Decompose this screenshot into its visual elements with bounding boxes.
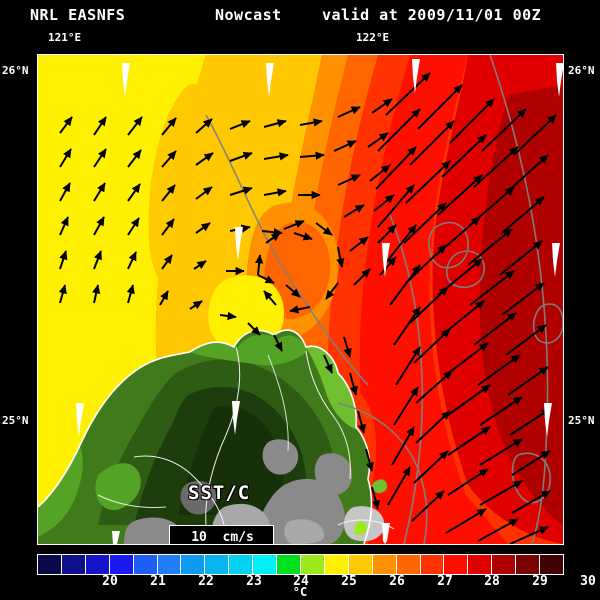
colorbar-swatch: [372, 555, 397, 574]
colorbar-swatch: [492, 555, 517, 574]
lon-tick-121e: 121°E: [48, 31, 82, 44]
colorbar-tick: 29: [532, 574, 548, 589]
colorbar-swatch: [300, 555, 325, 574]
colorbar-tick: 27: [437, 574, 453, 589]
colorbar-swatch: [205, 555, 230, 574]
valid-time-label: valid at 2009/11/01 00Z: [322, 6, 542, 24]
colorbar-swatch: [181, 555, 206, 574]
colorbar-swatch: [516, 555, 541, 574]
colorbar-swatch: [444, 555, 469, 574]
colorbar-swatch: [468, 555, 493, 574]
colorbar-swatch: [157, 555, 182, 574]
colorbar-swatch: [133, 555, 158, 574]
product-type-label: Nowcast: [215, 6, 282, 24]
colorbar-tick: 23: [246, 574, 262, 589]
colorbar-tick: 28: [484, 574, 500, 589]
sst-current-map: [38, 55, 563, 544]
colorbar-swatch: [38, 555, 62, 574]
colorbar-swatch: [324, 555, 349, 574]
colorbar-tick: 25: [341, 574, 357, 589]
colorbar-swatch: [348, 555, 373, 574]
lat-tick-25n-left: 25°N: [2, 414, 29, 427]
colorbar-swatch: [109, 555, 134, 574]
colorbar-swatch: [85, 555, 110, 574]
colorbar-unit-label: °C: [292, 585, 308, 599]
colorbar-swatch: [61, 555, 86, 574]
colorbar-tick: 20: [102, 574, 118, 589]
colorbar-tick: 22: [198, 574, 214, 589]
colorbar-swatch: [396, 555, 421, 574]
map-panel[interactable]: SST/C 10 cm/s: [37, 54, 564, 545]
vector-scale-legend: 10 cm/s: [169, 525, 274, 545]
vector-scale-label: 10 cm/s: [191, 530, 254, 545]
lat-tick-25n-right: 25°N: [568, 414, 595, 427]
colorbar-tick: 30: [580, 574, 596, 589]
colorbar-tick: 26: [389, 574, 405, 589]
lat-tick-26n-left: 26°N: [2, 64, 29, 77]
colorbar-tick: 24: [293, 574, 309, 589]
colorbar-swatch: [420, 555, 445, 574]
colorbar-swatch: [277, 555, 301, 574]
colorbar-swatch: [253, 555, 278, 574]
colorbar-tick: 21: [150, 574, 166, 589]
model-name-label: NRL EASNFS: [30, 6, 126, 24]
lon-tick-122e: 122°E: [356, 31, 390, 44]
header: NRL EASNFS Nowcast valid at 2009/11/01 0…: [0, 6, 600, 26]
colorbar-tick-labels: 20 21 22 23 24 25 26 27 28 29 30: [0, 574, 600, 590]
colorbar-swatch: [540, 555, 563, 574]
colorbar-swatch: [229, 555, 254, 574]
colorbar: [37, 554, 564, 575]
lat-tick-26n-right: 26°N: [568, 64, 595, 77]
